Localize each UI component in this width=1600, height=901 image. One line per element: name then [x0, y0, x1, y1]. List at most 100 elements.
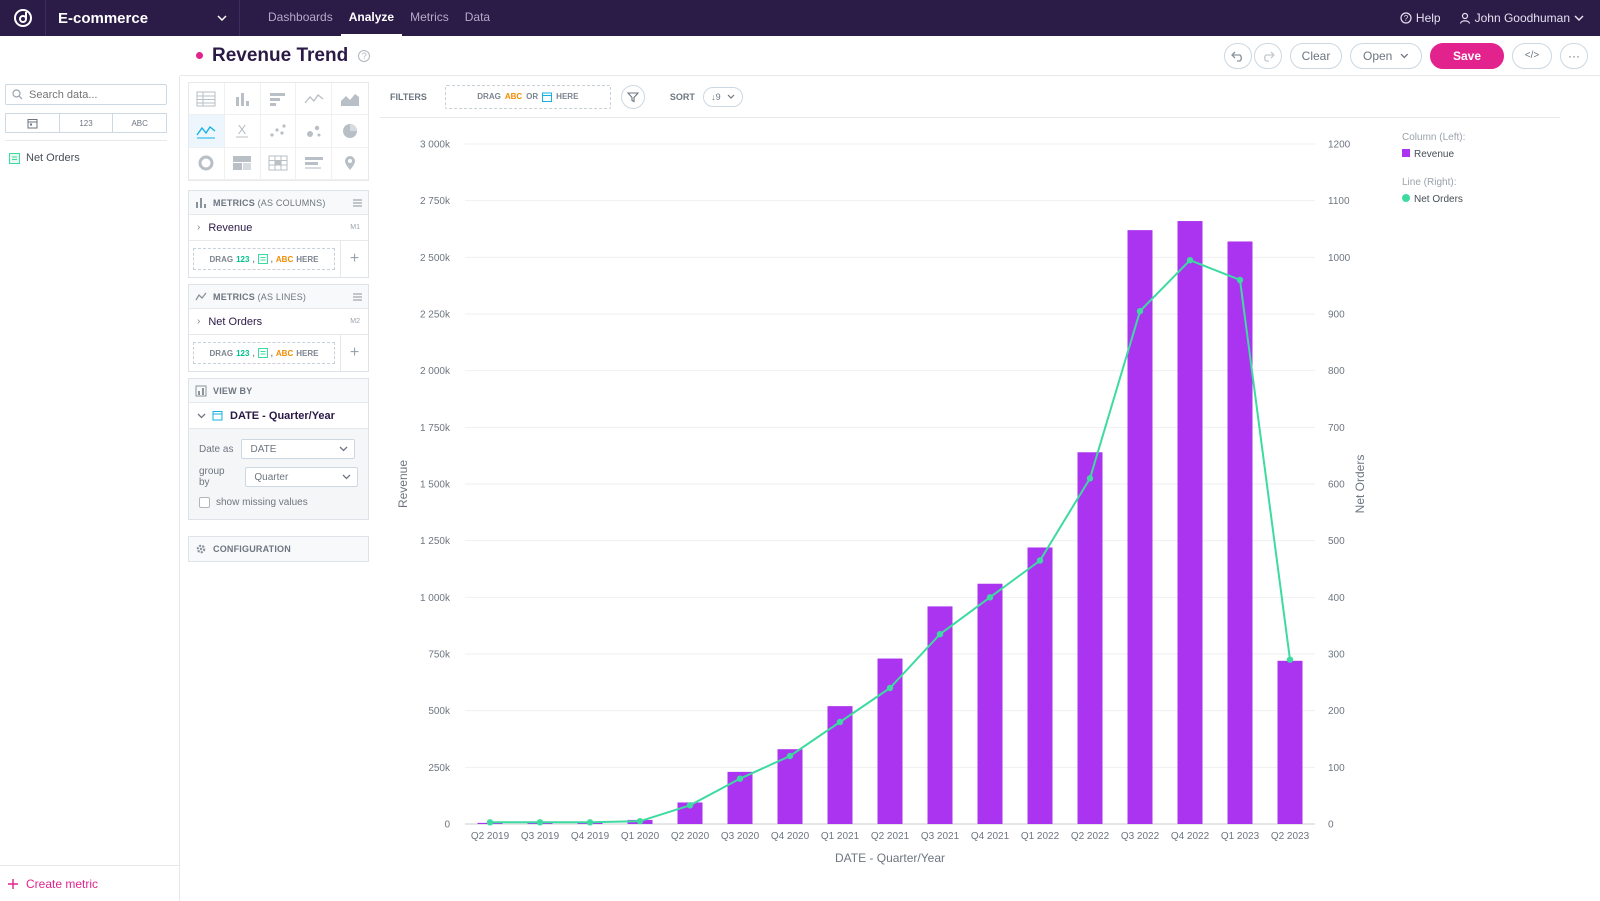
configuration-bucket[interactable]: CONFIGURATION — [188, 536, 369, 562]
filter-bar: FILTERS DRAG ABC OR HERE SORT ↓9 — [380, 76, 1560, 118]
insight-title[interactable]: Revenue Trend — [212, 44, 349, 66]
title-help-icon[interactable]: ? — [358, 49, 371, 62]
net-orders-point — [1036, 557, 1044, 564]
right-tick-label: 1200 — [1328, 140, 1351, 151]
bucket-item-label: Revenue — [208, 221, 253, 234]
bucket-item-revenue[interactable]: › Revenue M1 — [189, 215, 368, 241]
viz-line-icon[interactable] — [296, 83, 333, 116]
x-tick-label: Q2 2023 — [1271, 831, 1310, 842]
save-button[interactable]: Save — [1430, 42, 1504, 69]
add-metric-button[interactable]: + — [340, 335, 368, 371]
metric-dropzone[interactable]: DRAG 123 , , ABC HERE — [193, 248, 335, 270]
bucket-header: METRICS (AS LINES) — [189, 285, 368, 309]
dropzone-here-label: HERE — [296, 254, 319, 264]
sort-button[interactable]: ↓9 — [702, 86, 743, 107]
chevron-right-icon[interactable]: › — [197, 222, 201, 233]
bucket-title: CONFIGURATION — [213, 544, 291, 554]
filter-text-button[interactable]: ABC — [131, 118, 148, 128]
right-tick-label: 800 — [1328, 366, 1345, 377]
viz-donut-icon[interactable] — [189, 147, 225, 180]
nav-analyze[interactable]: Analyze — [340, 0, 403, 36]
legend-net-orders-swatch — [1402, 194, 1410, 202]
data-catalog-panel: 123 ABC Net Orders Create metric — [0, 76, 180, 901]
revenue-bar — [927, 606, 953, 824]
chevron-right-icon[interactable]: › — [197, 316, 201, 327]
dropzone-here-label: HERE — [296, 348, 319, 358]
add-metric-button[interactable]: + — [340, 241, 368, 277]
workspace-picker[interactable]: E-commerce — [46, 0, 240, 36]
chevron-down-icon — [1400, 53, 1409, 58]
group-by-value: Quarter — [254, 471, 289, 483]
bucket-subtitle: (AS LINES) — [257, 291, 307, 302]
net-orders-point — [986, 594, 994, 601]
sort-label: SORT — [669, 91, 695, 102]
viz-area-icon[interactable] — [332, 83, 368, 116]
bucket-item-net-orders[interactable]: › Net Orders M2 — [189, 309, 368, 335]
undo-icon — [1231, 51, 1242, 62]
bucket-header: METRICS (AS COLUMNS) — [189, 191, 368, 215]
viz-heatmap-icon[interactable] — [260, 147, 297, 180]
search-input[interactable] — [29, 88, 159, 101]
viz-headline-icon[interactable]: X — [224, 115, 261, 148]
x-tick-label: Q4 2021 — [971, 831, 1010, 842]
viz-bubble-icon[interactable] — [296, 115, 333, 148]
viz-treemap-icon[interactable] — [224, 147, 261, 180]
help-menu[interactable]: ? Help — [1400, 11, 1441, 25]
bucket-header: VIEW BY — [189, 379, 368, 403]
viz-scatter-icon[interactable] — [260, 115, 297, 148]
calendar-icon — [27, 118, 38, 128]
filter-numeric-button[interactable]: 123 — [60, 114, 114, 132]
viz-column-icon[interactable] — [224, 83, 261, 116]
viz-table-icon[interactable] — [189, 83, 225, 116]
user-menu[interactable]: John Goodhuman — [1459, 11, 1584, 25]
right-tick-label: 200 — [1328, 706, 1345, 717]
net-orders-point — [1236, 276, 1244, 284]
date-as-select[interactable]: DATE — [241, 439, 356, 459]
net-orders-point — [1136, 307, 1144, 315]
metric-dropzone[interactable]: DRAG 123 , , ABC HERE — [193, 342, 335, 364]
chevron-down-icon — [217, 15, 227, 21]
left-tick-label: 2 500k — [420, 253, 451, 264]
left-tick-label: 1 000k — [420, 593, 451, 604]
viz-bullet-icon[interactable] — [296, 147, 333, 180]
left-tick-label: 2 750k — [420, 196, 451, 207]
filter-button[interactable] — [620, 84, 645, 109]
catalog-item-net-orders[interactable]: Net Orders — [9, 152, 80, 164]
open-button[interactable]: Open — [1350, 42, 1422, 69]
create-metric-button[interactable]: Create metric — [0, 865, 180, 901]
legend-revenue-label: Revenue — [1414, 149, 1454, 160]
dropzone-comma: , — [252, 348, 255, 358]
metrics-columns-bucket: METRICS (AS COLUMNS) › Revenue M1 DRAG 1… — [188, 190, 369, 278]
undo-button[interactable] — [1224, 42, 1252, 69]
view-by-item[interactable]: DATE - Quarter/Year — [189, 403, 368, 429]
nav-metrics[interactable]: Metrics — [410, 10, 449, 24]
group-by-select[interactable]: Quarter — [245, 467, 358, 487]
clear-button[interactable]: Clear — [1290, 42, 1342, 69]
right-axis-title: Net Orders — [1353, 455, 1367, 514]
viz-combo-icon[interactable] — [189, 115, 225, 148]
legend-net-orders-label: Net Orders — [1414, 194, 1463, 205]
x-tick-label: Q1 2023 — [1221, 831, 1260, 842]
show-missing-checkbox[interactable] — [199, 496, 210, 508]
more-options-button[interactable]: ··· — [1560, 42, 1588, 69]
nav-data[interactable]: Data — [464, 10, 491, 24]
menu-icon[interactable] — [353, 293, 362, 301]
net-orders-point — [536, 819, 544, 826]
filter-date-button[interactable] — [6, 114, 60, 132]
left-axis-title: Revenue — [396, 460, 410, 508]
embed-button[interactable]: </> — [1512, 42, 1552, 69]
net-orders-point — [786, 752, 794, 760]
left-tick-label: 1 750k — [420, 423, 451, 434]
left-tick-label: 2 250k — [420, 310, 451, 321]
app-logo-icon[interactable] — [0, 0, 46, 36]
redo-button[interactable] — [1254, 42, 1282, 69]
viz-geo-icon[interactable] — [332, 148, 368, 180]
x-tick-label: Q4 2022 — [1171, 831, 1210, 842]
filter-dropzone[interactable]: DRAG ABC OR HERE — [444, 84, 611, 109]
nav-dashboards[interactable]: Dashboards — [268, 10, 333, 24]
menu-icon[interactable] — [353, 199, 362, 207]
viz-bar-icon[interactable] — [260, 83, 297, 116]
unsaved-indicator — [196, 52, 203, 59]
chevron-down-icon[interactable] — [197, 413, 206, 419]
viz-pie-icon[interactable] — [332, 115, 368, 148]
